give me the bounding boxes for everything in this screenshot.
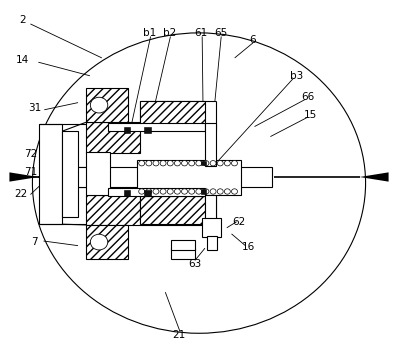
Circle shape <box>167 189 173 194</box>
Bar <box>201 189 206 194</box>
Bar <box>124 190 130 196</box>
Text: 16: 16 <box>242 242 255 252</box>
Bar <box>201 160 206 165</box>
Text: 63: 63 <box>188 258 202 269</box>
Bar <box>86 225 128 259</box>
Bar <box>140 196 205 224</box>
Circle shape <box>139 160 144 166</box>
Bar <box>108 188 205 196</box>
Circle shape <box>196 189 202 194</box>
Circle shape <box>189 160 195 166</box>
Text: 15: 15 <box>303 110 317 120</box>
Text: 66: 66 <box>301 92 315 102</box>
Circle shape <box>160 160 166 166</box>
Circle shape <box>189 189 195 194</box>
Circle shape <box>181 160 187 166</box>
Circle shape <box>217 160 223 166</box>
Bar <box>140 101 205 130</box>
Circle shape <box>196 160 202 166</box>
Circle shape <box>90 234 108 250</box>
Circle shape <box>146 160 152 166</box>
Bar <box>171 248 195 259</box>
Circle shape <box>232 160 238 166</box>
Bar <box>144 190 150 196</box>
Text: 62: 62 <box>232 218 245 227</box>
Bar <box>205 123 216 166</box>
Text: b2: b2 <box>163 28 176 38</box>
Circle shape <box>224 189 230 194</box>
Circle shape <box>32 33 366 333</box>
Text: b1: b1 <box>143 28 156 38</box>
Polygon shape <box>360 172 388 182</box>
Bar <box>137 160 241 195</box>
Circle shape <box>203 160 209 166</box>
Text: 14: 14 <box>16 55 29 65</box>
Text: 21: 21 <box>173 330 186 340</box>
Bar <box>86 88 128 122</box>
Polygon shape <box>10 172 38 182</box>
Circle shape <box>90 97 108 113</box>
Circle shape <box>153 160 159 166</box>
Bar <box>202 218 221 237</box>
Bar <box>171 240 195 250</box>
Bar <box>86 122 140 153</box>
Circle shape <box>224 160 230 166</box>
Text: 65: 65 <box>214 28 227 38</box>
Circle shape <box>139 189 144 194</box>
Text: 31: 31 <box>28 103 41 113</box>
Text: 6: 6 <box>249 35 256 45</box>
Circle shape <box>210 189 216 194</box>
Bar <box>108 123 205 131</box>
Text: 22: 22 <box>14 189 27 199</box>
Bar <box>86 195 140 225</box>
Circle shape <box>174 160 180 166</box>
Circle shape <box>203 189 209 194</box>
Bar <box>39 124 62 224</box>
Circle shape <box>153 189 159 194</box>
Circle shape <box>217 189 223 194</box>
Bar <box>205 195 216 225</box>
Bar <box>86 151 110 195</box>
Circle shape <box>181 189 187 194</box>
Circle shape <box>160 189 166 194</box>
Text: 72: 72 <box>24 149 37 159</box>
Bar <box>144 127 150 133</box>
Bar <box>70 167 272 187</box>
Text: 71: 71 <box>24 167 37 177</box>
Bar <box>124 127 130 133</box>
Text: 7: 7 <box>31 237 38 247</box>
Text: 2: 2 <box>19 15 26 25</box>
Text: 61: 61 <box>194 28 208 38</box>
Circle shape <box>146 189 152 194</box>
Circle shape <box>167 160 173 166</box>
Text: b3: b3 <box>289 71 303 81</box>
Circle shape <box>232 189 238 194</box>
Bar <box>62 131 78 217</box>
Bar <box>207 236 217 250</box>
Circle shape <box>174 189 180 194</box>
Circle shape <box>210 160 216 166</box>
